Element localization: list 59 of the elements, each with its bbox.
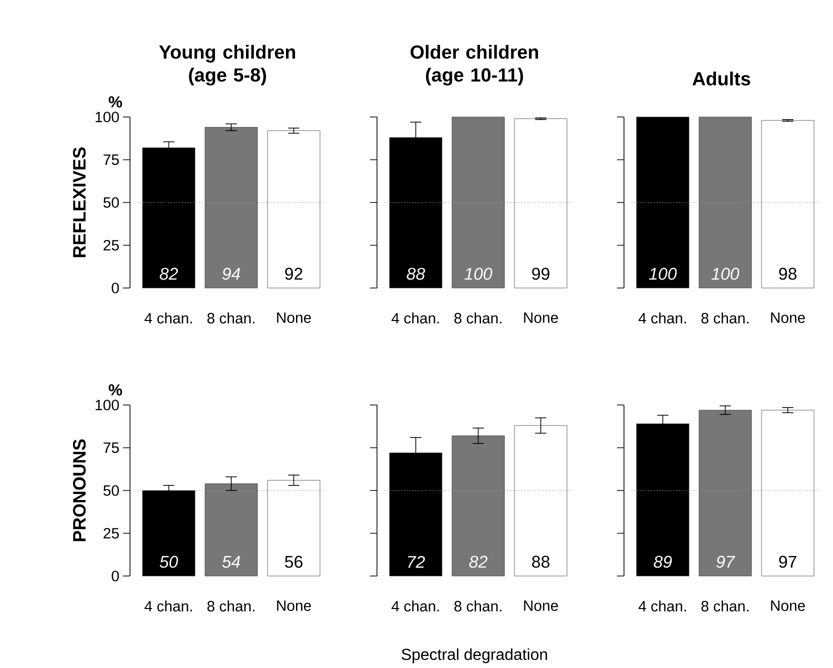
data-label: 100: [712, 268, 740, 280]
bar: [204, 127, 258, 288]
data-label: 82: [160, 268, 178, 280]
data-label: 88: [532, 556, 550, 568]
y-tick-label: 0: [112, 282, 119, 294]
x-tick-label: 4 chan.: [638, 600, 686, 612]
bar: [142, 490, 196, 576]
x-tick-label: 4 chan.: [144, 600, 192, 612]
chart-title: Adults: [692, 72, 750, 86]
x-tick-label: 8 chan.: [454, 312, 502, 324]
data-label: 94: [222, 268, 240, 280]
y-tick-label: 50: [103, 197, 119, 208]
x-tick-label: 8 chan.: [207, 600, 254, 612]
data-label: 92: [285, 268, 302, 280]
bar: [267, 130, 320, 288]
data-label: 50: [160, 556, 178, 568]
x-tick-label: 8 chan.: [207, 312, 254, 324]
x-axis-title: Spectral degradation: [402, 648, 547, 664]
data-label: 100: [649, 268, 677, 280]
y-tick-label: 100: [96, 112, 119, 122]
y-axis-title: PRONOUNS: [73, 439, 86, 542]
x-tick-label: None: [771, 600, 805, 611]
y-tick-label: 0: [112, 570, 119, 582]
text: %: [108, 384, 122, 396]
y-tick-label: 50: [103, 485, 119, 496]
data-label: 97: [716, 556, 736, 568]
data-label: 56: [285, 556, 302, 568]
y-axis-title: REFLEXIVES: [73, 147, 86, 258]
y-tick-label: 100: [96, 400, 119, 410]
data-label: 82: [469, 556, 488, 568]
data-label: 54: [222, 556, 240, 568]
x-tick-label: 4 chan.: [144, 312, 192, 324]
data-label: 88: [406, 268, 426, 280]
x-tick-label: None: [524, 312, 558, 323]
x-tick-label: 4 chan.: [392, 600, 439, 612]
data-label: 98: [779, 268, 796, 280]
x-tick-label: 8 chan.: [701, 312, 748, 324]
data-label: 99: [532, 268, 550, 280]
bar: [204, 483, 258, 576]
chart-title: Older children (age 10-11): [410, 44, 538, 86]
data-label: 100: [464, 268, 492, 280]
x-tick-label: None: [771, 312, 805, 323]
x-tick-label: None: [524, 600, 558, 611]
x-tick-label: None: [277, 312, 311, 323]
text: %: [108, 96, 122, 108]
data-label: 89: [654, 556, 672, 568]
y-tick-label: 25: [104, 240, 119, 251]
bar: [267, 480, 320, 576]
x-tick-label: 4 chan.: [392, 312, 439, 324]
data-label: 97: [779, 556, 796, 568]
y-tick-label: 75: [104, 154, 119, 165]
data-label: 72: [408, 556, 425, 568]
y-tick-label: 25: [104, 528, 119, 539]
x-tick-label: 8 chan.: [454, 600, 502, 612]
y-tick-label: 75: [104, 442, 119, 453]
x-tick-label: 8 chan.: [701, 600, 748, 612]
x-tick-label: 4 chan.: [638, 312, 686, 324]
x-tick-label: None: [277, 600, 311, 611]
chart-title: Young children (age 5-8): [159, 44, 296, 86]
